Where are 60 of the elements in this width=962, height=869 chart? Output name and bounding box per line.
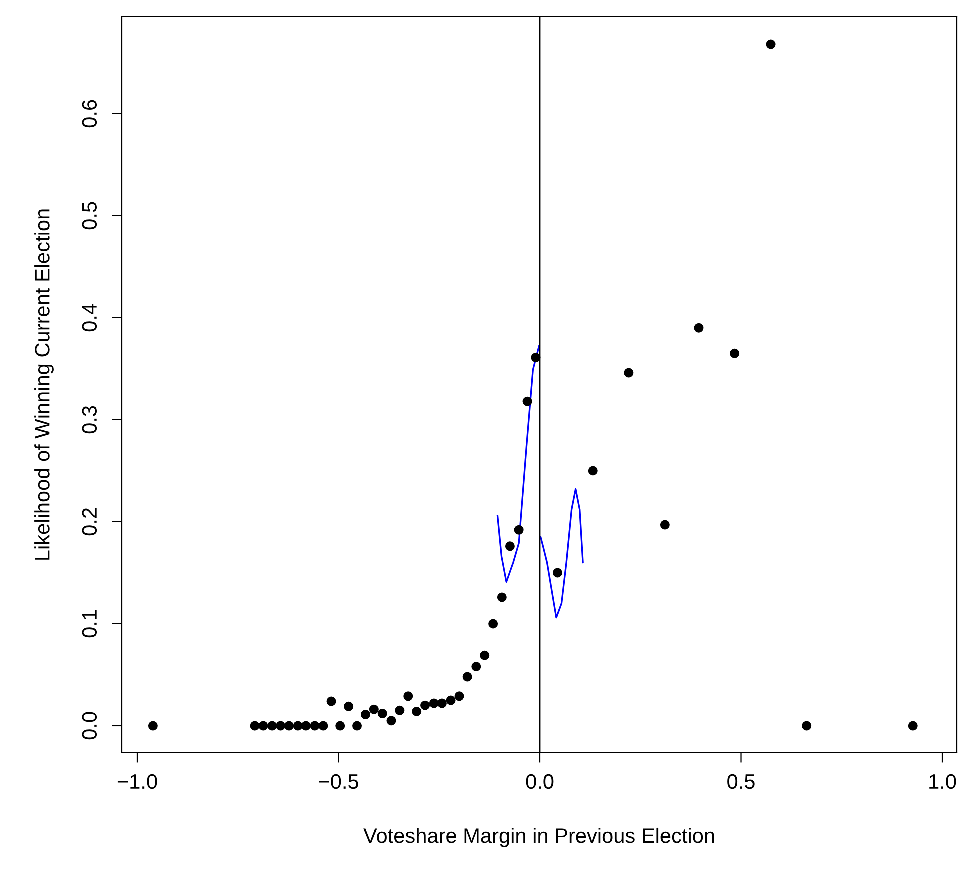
y-axis-title: Likelihood of Winning Current Election xyxy=(34,210,54,560)
point xyxy=(429,698,439,708)
line-series xyxy=(540,488,584,619)
point xyxy=(284,721,294,731)
point xyxy=(766,40,776,50)
point xyxy=(326,696,336,706)
point xyxy=(301,721,311,731)
point xyxy=(369,704,379,714)
point xyxy=(472,662,482,672)
point xyxy=(730,348,740,358)
point xyxy=(412,706,422,716)
x-tick-label: 0.5 xyxy=(728,774,755,790)
point xyxy=(378,708,388,718)
y-tick-label: 0.5 xyxy=(82,202,98,230)
point xyxy=(344,702,354,712)
point xyxy=(588,466,598,476)
point xyxy=(497,592,507,602)
point xyxy=(480,650,490,660)
point xyxy=(395,706,405,716)
x-tick-label: −1.0 xyxy=(118,774,158,790)
point xyxy=(404,692,414,702)
x-tick-label: 0.0 xyxy=(526,774,554,790)
point xyxy=(488,619,498,629)
y-tick-label: 0.3 xyxy=(82,406,98,434)
point xyxy=(360,710,370,720)
x-axis-title: Voteshare Margin in Previous Election xyxy=(364,828,714,848)
point xyxy=(802,721,812,731)
point xyxy=(462,672,472,682)
point xyxy=(352,721,362,731)
point xyxy=(505,542,515,552)
y-tick-label: 0.0 xyxy=(82,712,98,740)
line-series xyxy=(496,346,540,583)
point xyxy=(148,721,158,731)
point xyxy=(522,396,532,406)
point xyxy=(336,721,346,731)
point xyxy=(420,700,430,710)
point xyxy=(437,698,447,708)
y-tick-label: 0.1 xyxy=(82,610,98,638)
point xyxy=(310,721,320,731)
point xyxy=(694,323,704,333)
point xyxy=(908,721,918,731)
point xyxy=(624,368,634,378)
point xyxy=(250,721,260,731)
point xyxy=(552,568,562,578)
point xyxy=(531,352,541,362)
y-tick-label: 0.6 xyxy=(82,100,98,128)
point xyxy=(276,721,286,731)
point xyxy=(514,525,524,535)
point xyxy=(446,696,456,706)
point xyxy=(258,721,268,731)
x-tick-label: 1.0 xyxy=(930,774,956,790)
point xyxy=(660,520,670,530)
point xyxy=(268,721,278,731)
y-tick-label: 0.2 xyxy=(82,508,98,536)
point xyxy=(386,716,396,726)
x-tick-label: −0.5 xyxy=(319,774,358,790)
point xyxy=(293,721,303,731)
y-tick-label: 0.4 xyxy=(82,304,98,332)
point xyxy=(454,692,464,702)
point xyxy=(318,721,328,731)
